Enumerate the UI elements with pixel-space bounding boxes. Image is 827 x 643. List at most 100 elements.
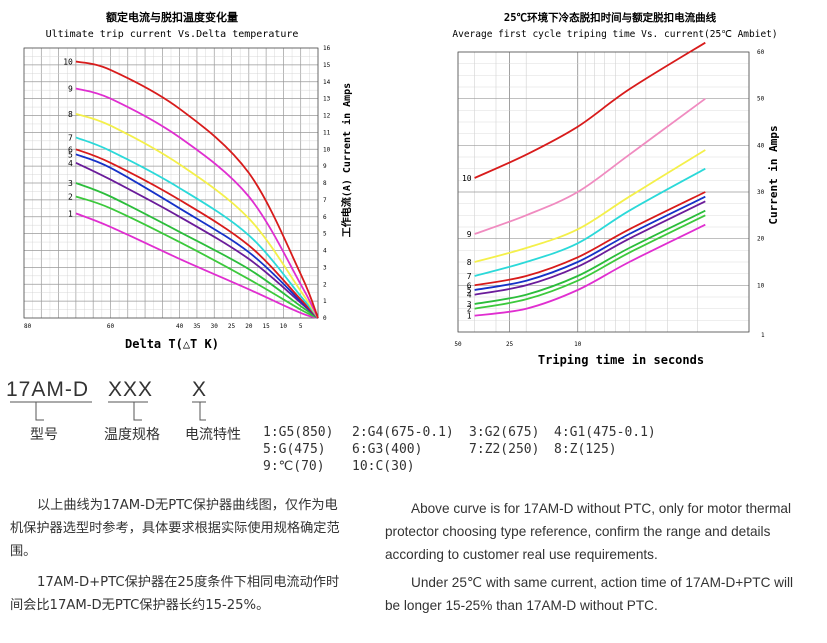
- legend-item-9: 9:℃(70): [263, 459, 325, 474]
- chart1-grid: [23, 47, 319, 319]
- chart1-series-label-5: 5: [68, 150, 73, 159]
- legend-item-6: 6:G3(400): [352, 442, 423, 457]
- chart1-series-5: [75, 153, 319, 319]
- chart2-series-8: [474, 149, 706, 263]
- chart1-x-tick-25: 25: [228, 323, 236, 330]
- chart-delta-temperature: 额定电流与脱扣温度变化量 Ultimate trip current Vs.De…: [23, 10, 353, 351]
- chart2-series: [474, 41, 706, 317]
- chart1-series-6: [75, 148, 319, 319]
- chart1-series-4: [75, 161, 319, 319]
- chart2-series-label-1: 1: [467, 312, 472, 321]
- chart1-series-1: [75, 212, 319, 319]
- model-code-17amd: 17AM-D: [6, 378, 90, 401]
- chart1-series-label-8: 8: [68, 110, 73, 119]
- chart1-series-10: [75, 60, 319, 319]
- chart2-x-end-label: 1: [761, 332, 765, 339]
- chart1-x-tick-30: 30: [211, 323, 219, 330]
- chart1-series-label-10: 10: [63, 58, 73, 67]
- chart1-y-tick-1: 1: [323, 298, 327, 305]
- model-label-current: 电流特性: [185, 426, 241, 442]
- chart1-y-tick-9: 9: [323, 163, 327, 170]
- model-code-xxx: XXX: [108, 378, 154, 401]
- chart1-y-tick-4: 4: [323, 248, 327, 255]
- chart2-series-10: [474, 41, 706, 179]
- chart1-y-tick-10: 10: [323, 146, 331, 153]
- chart1-series-label-3: 3: [68, 179, 73, 188]
- chart2-series-9: [474, 97, 706, 235]
- chart1-x-tick-15: 15: [263, 323, 271, 330]
- chart2-grid: [457, 51, 750, 333]
- description-en-1: Above curve is for 17AM-D without PTC, o…: [385, 501, 792, 562]
- chart2-series-label-3: 3: [467, 300, 472, 309]
- model-label-temperature: 温度规格: [104, 426, 160, 442]
- chart1-series-9: [75, 87, 319, 319]
- chart1-series-8: [75, 112, 319, 319]
- model-connector-lines: [10, 401, 206, 421]
- chart1-y-tick-12: 12: [323, 113, 331, 120]
- chart1-x-tick-10: 10: [280, 323, 288, 330]
- chart2-y-tick-10: 10: [757, 282, 765, 289]
- chart1-x-tick-40: 40: [176, 323, 184, 330]
- chart1-series-label-9: 9: [68, 85, 73, 94]
- legend-item-10: 10:C(30): [352, 459, 415, 474]
- chart1-y-tick-6: 6: [323, 214, 327, 221]
- chart1-series-label-1: 1: [68, 209, 73, 218]
- chart2-series-label-2: 2: [467, 305, 472, 314]
- chart1-y-tick-11: 11: [323, 129, 331, 136]
- chart1-xlabel: Delta T(△T K): [125, 337, 219, 351]
- chart1-x-end-label: 80: [24, 323, 32, 330]
- chart2-title: 25℃环境下冷态脱扣时间与额定脱扣电流曲线: [504, 11, 717, 24]
- chart2-ylabel: Current in Amps: [767, 125, 780, 224]
- chart2-y-tick-40: 40: [757, 142, 765, 149]
- chart2-series-label-6: 6: [467, 281, 472, 290]
- chart2-subtitle: Average first cycle triping time Vs. cur…: [452, 29, 777, 40]
- chart1-series-3: [75, 182, 319, 319]
- chart1-x-tick-5: 5: [299, 323, 303, 330]
- chart1-series-label-4: 4: [68, 159, 73, 168]
- legend-item-2: 2:G4(675-0.1): [352, 425, 454, 440]
- description-en-2: Under 25℃ with same current, action time…: [385, 575, 794, 613]
- legend-item-1: 1:G5(850): [263, 425, 334, 440]
- chart1-series-label-6: 6: [68, 145, 73, 154]
- chart2-y-tick-30: 30: [757, 189, 765, 196]
- chart1-y-tick-3: 3: [323, 264, 327, 271]
- chart2-series-4: [474, 200, 706, 296]
- chart2-xlabel: Triping time in seconds: [538, 353, 704, 367]
- legend-item-3: 3:G2(675): [469, 425, 540, 440]
- chart1-x-tick-20: 20: [245, 323, 253, 330]
- chart2-series-2: [474, 214, 706, 310]
- legend-item-4: 4:G1(475-0.1): [554, 425, 656, 440]
- chart1-ylabel: 工作电流(A) Current in Amps: [340, 83, 353, 237]
- chart1-y-tick-8: 8: [323, 180, 327, 187]
- chart2-series-5: [474, 195, 706, 291]
- chart2-series-7: [474, 167, 706, 277]
- chart1-y-tick-2: 2: [323, 281, 327, 288]
- chart-trip-time: 25℃环境下冷态脱扣时间与额定脱扣电流曲线 Average first cycl…: [452, 11, 780, 367]
- chart1-series-label-7: 7: [68, 133, 73, 142]
- chart2-y-tick-20: 20: [757, 236, 765, 243]
- chart1-y-tick-7: 7: [323, 197, 327, 204]
- chart1-series-2: [75, 195, 319, 319]
- chart1-x-tick-35: 35: [193, 323, 201, 330]
- legend-item-8: 8:Z(125): [554, 442, 617, 457]
- chart2-x-tick-50: 50: [454, 341, 462, 348]
- chart2-series-label-10: 10: [462, 174, 472, 183]
- chart2-series-label-8: 8: [467, 258, 472, 267]
- legend-item-5: 5:G(475): [263, 442, 326, 457]
- chart1-y-tick-14: 14: [323, 79, 331, 86]
- chart1-series-7: [75, 136, 319, 319]
- chart2-series-1: [474, 223, 706, 317]
- chart2-series-label-4: 4: [467, 291, 472, 300]
- chart1-y-tick-0: 0: [323, 315, 327, 322]
- chart1-series-label-2: 2: [68, 193, 73, 202]
- model-code-x: X: [192, 378, 208, 401]
- description-cn-1: 以上曲线为17AM-D无PTC保护器曲线图，仅作为电机保护器选型时参考，具体要求…: [10, 498, 340, 559]
- legend-item-7: 7:Z2(250): [469, 442, 540, 457]
- chart2-series-6: [474, 191, 706, 287]
- chart2-x-tick-25: 25: [506, 341, 514, 348]
- chart2-series-label-9: 9: [467, 230, 472, 239]
- chart2-series-3: [474, 209, 706, 305]
- chart1-y-tick-16: 16: [323, 45, 331, 52]
- model-label-type: 型号: [30, 426, 58, 442]
- chart1-x-tick-60: 60: [107, 323, 115, 330]
